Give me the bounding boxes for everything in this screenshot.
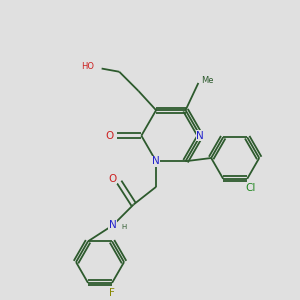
Text: HO: HO [81,62,94,71]
Text: H: H [122,224,127,230]
Text: N: N [152,156,160,166]
Text: N: N [196,131,204,141]
Text: F: F [109,287,115,298]
Text: Cl: Cl [245,183,256,194]
Text: O: O [105,131,113,141]
Text: O: O [109,174,117,184]
Text: N: N [109,220,117,230]
Text: Me: Me [201,76,214,85]
